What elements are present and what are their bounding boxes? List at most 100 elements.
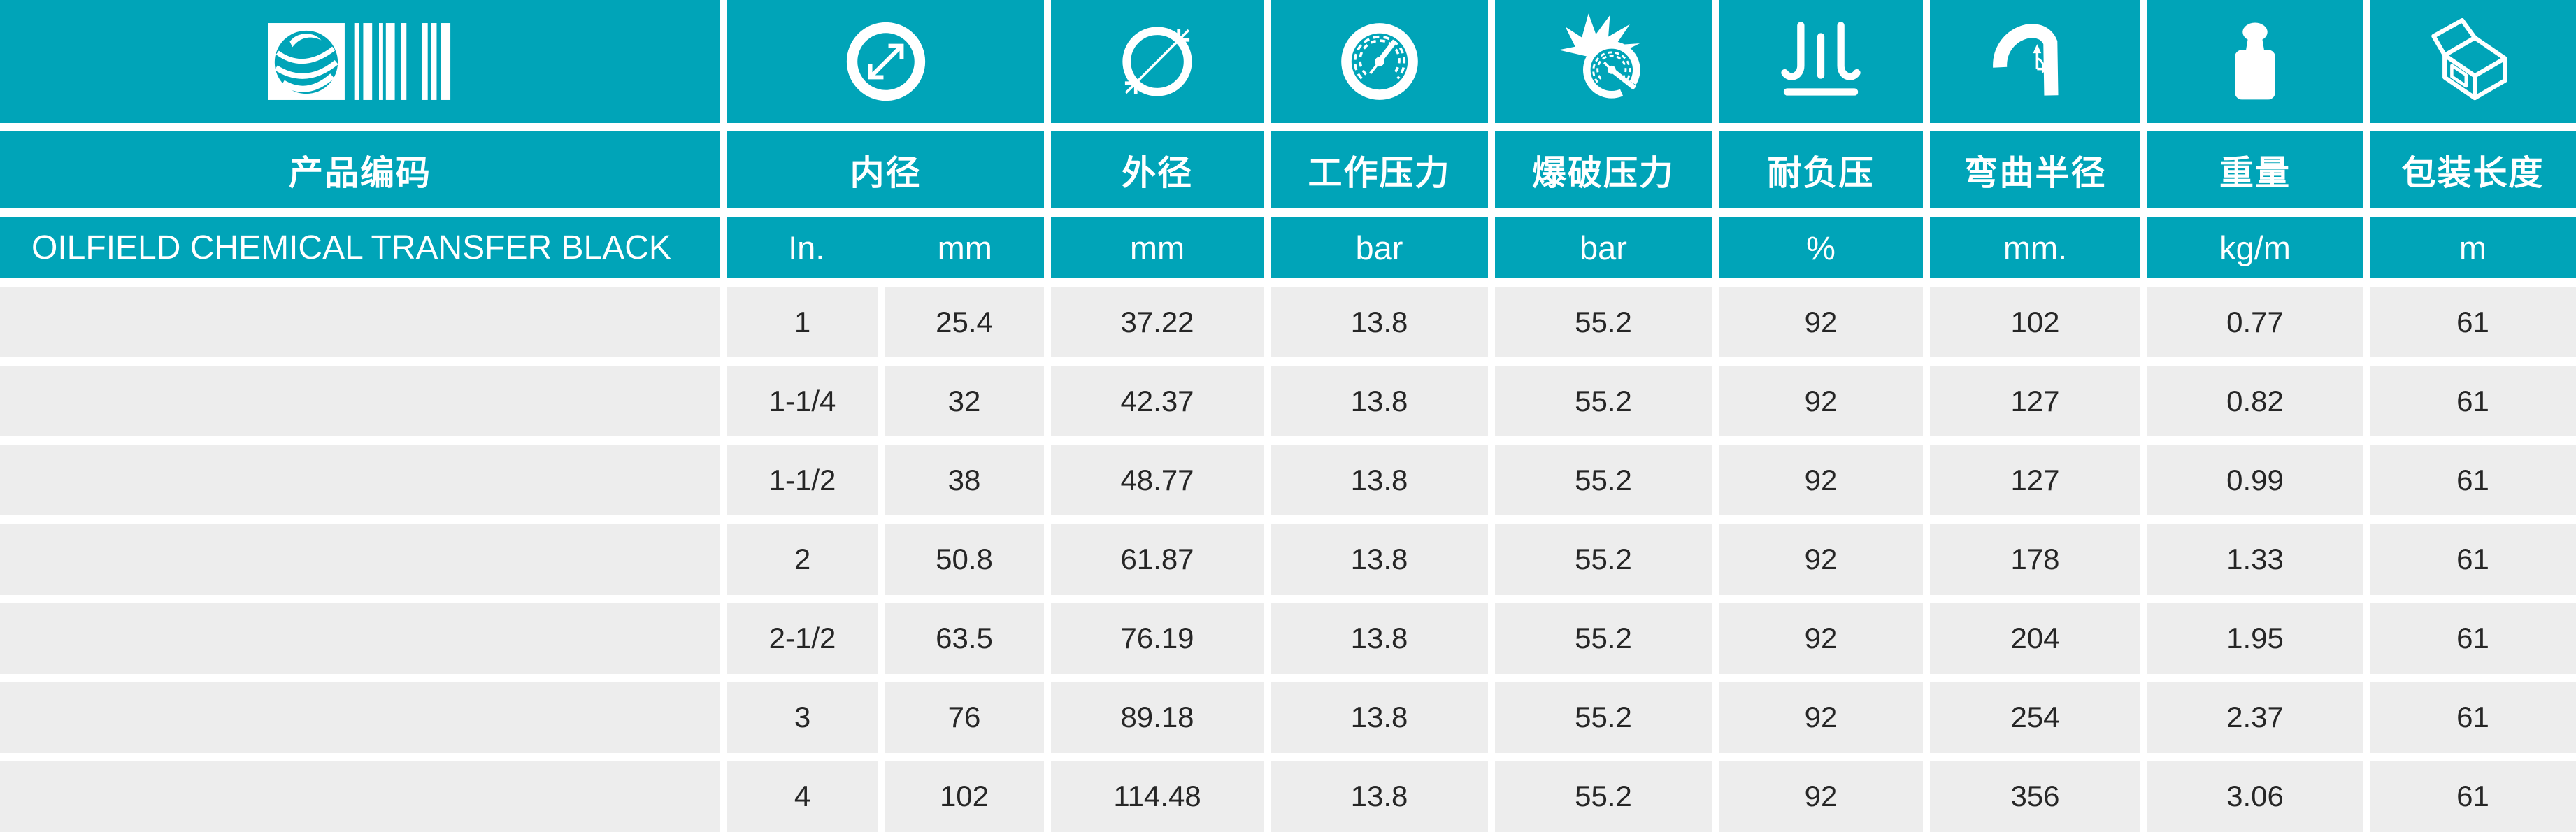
vacuum-cell: 92: [1719, 682, 1923, 753]
working-pressure-cell: 13.8: [1271, 287, 1488, 358]
brand-logo-barcode-icon: [267, 23, 450, 100]
weight-cell: 0.77: [2147, 287, 2363, 358]
od-cell: 61.87: [1051, 524, 1264, 595]
id-in-cell: 3: [727, 682, 878, 753]
unit-vacuum: %: [1719, 217, 1923, 278]
id-mm-cell: 32: [885, 366, 1044, 437]
header-inner-diameter: 内径: [727, 131, 1044, 208]
package-length-cell: 61: [2370, 761, 2576, 832]
product-name: OILFIELD CHEMICAL TRANSFER BLACK: [0, 217, 720, 278]
header-weight: 重量: [2147, 131, 2363, 208]
product-code-cell: [0, 761, 720, 832]
od-cell: 48.77: [1051, 445, 1264, 516]
id-in-cell: 1-1/2: [727, 445, 878, 516]
bend-radius-icon: [1992, 24, 2058, 96]
bend-radius-cell: 178: [1930, 524, 2140, 595]
od-cell: 76.19: [1051, 603, 1264, 674]
unit-burst-pressure: bar: [1495, 217, 1712, 278]
working-pressure-cell: 13.8: [1271, 603, 1488, 674]
product-code-cell: [0, 682, 720, 753]
header-burst-pressure: 爆破压力: [1495, 131, 1712, 208]
product-code-cell: [0, 366, 720, 437]
package-length-cell: 61: [2370, 366, 2576, 437]
burst-pressure-icon-cell: [1495, 0, 1712, 123]
burst-pressure-cell: 55.2: [1495, 524, 1712, 595]
id-in-cell: 2: [727, 524, 878, 595]
weight-cell: 3.06: [2147, 761, 2363, 832]
logo-cell: [0, 0, 720, 123]
burst-pressure-cell: 55.2: [1495, 366, 1712, 437]
unit-outer-diameter: mm: [1051, 217, 1264, 278]
vacuum-icon-cell: [1719, 0, 1923, 123]
product-code-cell: [0, 445, 720, 516]
bend-radius-cell: 127: [1930, 445, 2140, 516]
bend-radius-cell: 356: [1930, 761, 2140, 832]
od-cell: 89.18: [1051, 682, 1264, 753]
working-pressure-icon-cell: [1271, 0, 1488, 123]
unit-inner-diameter: In. mm: [727, 217, 1044, 278]
header-package-length: 包装长度: [2370, 131, 2576, 208]
vacuum-icon: [1781, 22, 1861, 96]
inner-diameter-icon-cell: [727, 0, 1044, 123]
unit-bend-radius: mm.: [1930, 217, 2140, 278]
id-mm-cell: 38: [885, 445, 1044, 516]
bend-radius-cell: 254: [1930, 682, 2140, 753]
od-cell: 42.37: [1051, 366, 1264, 437]
bend-radius-icon-cell: [1930, 0, 2140, 123]
unit-inner-diameter-in: In.: [788, 229, 825, 266]
product-code-header: 产品编码: [0, 131, 720, 208]
id-in-cell: 4: [727, 761, 878, 832]
working-pressure-cell: 13.8: [1271, 366, 1488, 437]
inner-diameter-icon: [846, 22, 925, 101]
header-vacuum: 耐负压: [1719, 131, 1923, 208]
header-working-pressure: 工作压力: [1271, 131, 1488, 208]
weight-cell: 0.82: [2147, 366, 2363, 437]
id-mm-cell: 50.8: [885, 524, 1044, 595]
vacuum-cell: 92: [1719, 603, 1923, 674]
working-pressure-cell: 13.8: [1271, 682, 1488, 753]
header-bend-radius: 弯曲半径: [1930, 131, 2140, 208]
package-length-cell: 61: [2370, 524, 2576, 595]
bend-radius-cell: 204: [1930, 603, 2140, 674]
id-in-cell: 2-1/2: [727, 603, 878, 674]
unit-weight: kg/m: [2147, 217, 2363, 278]
product-code-cell: [0, 603, 720, 674]
header-outer-diameter: 外径: [1051, 131, 1264, 208]
package-length-cell: 61: [2370, 682, 2576, 753]
weight-cell: 1.33: [2147, 524, 2363, 595]
bend-radius-cell: 102: [1930, 287, 2140, 358]
package-length-cell: 61: [2370, 287, 2576, 358]
vacuum-cell: 92: [1719, 287, 1923, 358]
burst-pressure-cell: 55.2: [1495, 445, 1712, 516]
id-mm-cell: 25.4: [885, 287, 1044, 358]
weight-cell: 1.95: [2147, 603, 2363, 674]
weight-cell: 0.99: [2147, 445, 2363, 516]
unit-working-pressure: bar: [1271, 217, 1488, 278]
product-code-cell: [0, 524, 720, 595]
unit-inner-diameter-mm: mm: [937, 229, 992, 266]
id-in-cell: 1-1/4: [727, 366, 878, 437]
vacuum-cell: 92: [1719, 761, 1923, 832]
weight-icon: [2235, 22, 2275, 100]
package-length-icon: [2431, 17, 2507, 101]
outer-diameter-icon-cell: [1051, 0, 1264, 123]
weight-icon-cell: [2147, 0, 2363, 123]
burst-pressure-icon: [1559, 13, 1647, 108]
burst-pressure-cell: 55.2: [1495, 287, 1712, 358]
od-cell: 114.48: [1051, 761, 1264, 832]
burst-pressure-cell: 55.2: [1495, 682, 1712, 753]
outer-diameter-icon: [1122, 27, 1192, 96]
burst-pressure-cell: 55.2: [1495, 603, 1712, 674]
unit-package-length: m: [2370, 217, 2576, 278]
id-mm-cell: 76: [885, 682, 1044, 753]
vacuum-cell: 92: [1719, 366, 1923, 437]
working-pressure-icon: [1340, 23, 1418, 100]
package-length-icon-cell: [2370, 0, 2576, 123]
working-pressure-cell: 13.8: [1271, 524, 1488, 595]
id-in-cell: 1: [727, 287, 878, 358]
package-length-cell: 61: [2370, 603, 2576, 674]
working-pressure-cell: 13.8: [1271, 445, 1488, 516]
id-mm-cell: 63.5: [885, 603, 1044, 674]
product-code-cell: [0, 287, 720, 358]
od-cell: 37.22: [1051, 287, 1264, 358]
